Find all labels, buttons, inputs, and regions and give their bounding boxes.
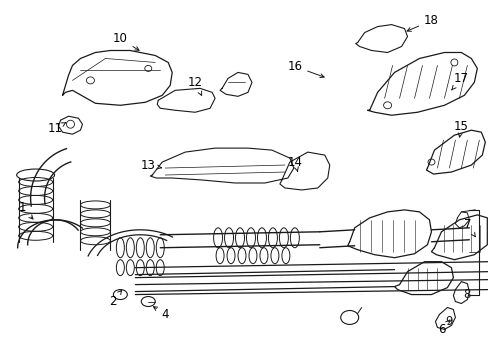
Text: 12: 12 — [187, 76, 202, 95]
Text: 8: 8 — [463, 288, 470, 301]
Text: 11: 11 — [48, 122, 66, 135]
Text: 18: 18 — [407, 14, 438, 31]
Text: 1: 1 — [19, 201, 33, 219]
Text: 16: 16 — [287, 60, 324, 77]
Text: 14: 14 — [287, 156, 302, 171]
Text: 17: 17 — [451, 72, 468, 90]
Text: 9: 9 — [445, 315, 452, 328]
Text: 5: 5 — [0, 359, 1, 360]
Text: 4: 4 — [153, 307, 169, 321]
Text: 10: 10 — [113, 32, 139, 50]
Text: 3: 3 — [0, 359, 1, 360]
Text: 6: 6 — [437, 320, 449, 336]
Text: 7: 7 — [463, 218, 474, 237]
Text: 2: 2 — [108, 291, 122, 308]
Text: 15: 15 — [453, 120, 468, 137]
Text: 13: 13 — [141, 158, 161, 172]
